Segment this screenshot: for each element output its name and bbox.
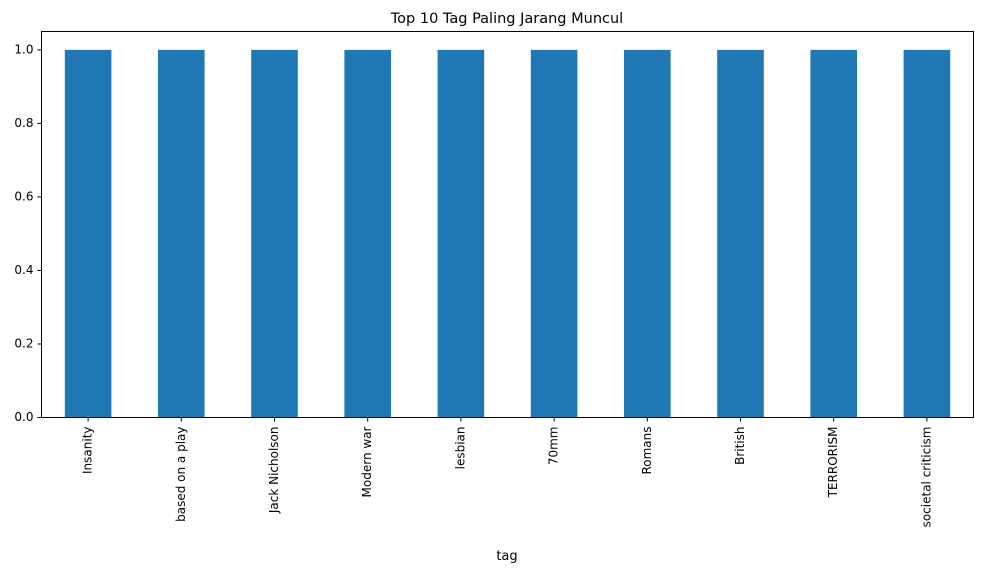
x-tick-label: based on a play bbox=[174, 427, 188, 522]
x-tick-label: societal criticism bbox=[919, 427, 933, 528]
y-tick-label: 0.4 bbox=[14, 263, 33, 277]
x-tick-label: lesbian bbox=[453, 427, 467, 470]
x-axis: Insanity based on a play Jack Nicholson Mod… bbox=[81, 417, 933, 528]
x-tick-label: TERRORISM bbox=[826, 427, 840, 499]
y-tick-label: 0.2 bbox=[14, 336, 33, 350]
bar bbox=[437, 49, 485, 418]
bar bbox=[810, 49, 857, 418]
x-tick-label: Jack Nicholson bbox=[267, 427, 281, 515]
x-axis-label: tag bbox=[496, 549, 517, 564]
bar bbox=[251, 49, 298, 418]
x-tick-label: Modern war bbox=[360, 426, 374, 497]
y-tick-label: 1.0 bbox=[14, 42, 33, 56]
x-tick-label: 70mm bbox=[547, 427, 561, 466]
bar bbox=[158, 49, 205, 418]
bar bbox=[903, 49, 951, 418]
chart-title: Top 10 Tag Paling Jarang Muncul bbox=[390, 11, 623, 27]
x-tick-label: Insanity bbox=[81, 427, 95, 475]
bar bbox=[624, 49, 671, 418]
x-tick-label: Romans bbox=[640, 427, 654, 475]
bar bbox=[717, 49, 764, 418]
bar bbox=[64, 49, 112, 418]
y-tick-label: 0.6 bbox=[14, 189, 33, 203]
y-tick-label: 0.8 bbox=[14, 116, 33, 130]
y-tick-label: 0.0 bbox=[14, 410, 33, 424]
plot-frame bbox=[41, 31, 974, 418]
bar bbox=[530, 49, 578, 418]
x-tick-label: British bbox=[733, 427, 747, 465]
bar bbox=[344, 49, 391, 418]
bars-layer bbox=[64, 49, 951, 418]
y-axis: 0.0 0.2 0.4 0.6 0.8 1.0 bbox=[14, 42, 42, 424]
